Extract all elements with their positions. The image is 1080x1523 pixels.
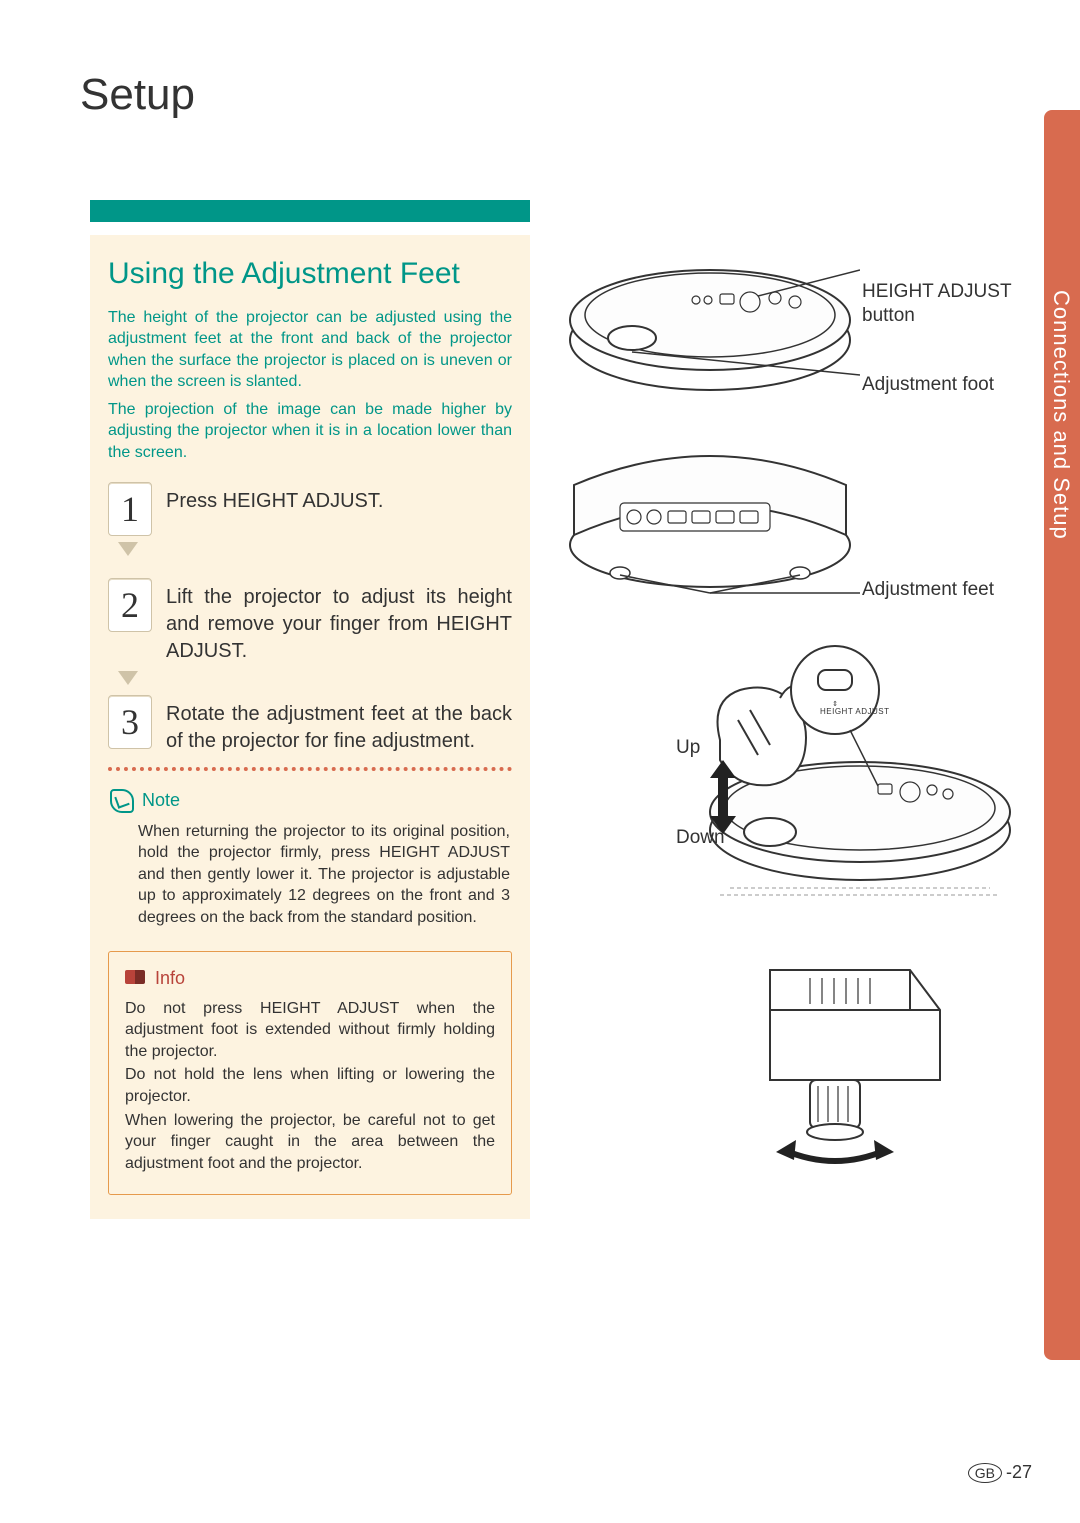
step-text: Lift the projector to adjust its height … [166, 578, 512, 665]
detail-button-label: HEIGHT ADJUST [820, 707, 889, 717]
step-text: Press HEIGHT ADJUST. [166, 482, 383, 515]
step-number: 2 [121, 584, 139, 626]
region-code: GB [968, 1463, 1002, 1483]
page-title: Setup [80, 70, 195, 120]
step-number: 1 [121, 488, 139, 530]
label-up: Up [676, 736, 700, 760]
note-title: Note [142, 790, 180, 811]
info-header: Info [125, 968, 495, 990]
label-height-adjust-button: HEIGHT ADJUST button [862, 280, 1032, 328]
intro-paragraph-2: The projection of the image can be made … [108, 399, 512, 464]
info-paragraph: Do not press HEIGHT ADJUST when the adju… [125, 998, 495, 1063]
intro-paragraph-1: The height of the projector can be adjus… [108, 307, 512, 393]
left-column: Using the Adjustment Feet The height of … [90, 235, 530, 1219]
note-icon [110, 789, 134, 813]
page-number: GB -27 [968, 1462, 1032, 1483]
label-adjustment-feet: Adjustment feet [862, 578, 994, 602]
dotted-separator [108, 767, 512, 771]
side-tab-label: Connections and Setup [1048, 290, 1074, 540]
illustration-foot-rotate [710, 960, 970, 1180]
arrow-down-icon [118, 671, 138, 685]
step-number: 3 [121, 701, 139, 743]
info-paragraph: Do not hold the lens when lifting or low… [125, 1064, 495, 1107]
illustration-projector-front [560, 415, 860, 595]
page-num-value: -27 [1006, 1462, 1032, 1483]
step-number-box: 2 [108, 578, 152, 632]
note-block: Note When returning the projector to its… [108, 785, 512, 933]
info-block: Info Do not press HEIGHT ADJUST when the… [108, 951, 512, 1196]
illustration-hand-lift: ⇕ [620, 640, 1020, 920]
step-text: Rotate the adjustment feet at the back o… [166, 695, 512, 755]
note-body: When returning the projector to its orig… [110, 821, 510, 929]
step-number-box: 3 [108, 695, 152, 749]
info-body: Do not press HEIGHT ADJUST when the adju… [125, 998, 495, 1175]
step-number-box: 1 [108, 482, 152, 536]
info-paragraph: When lowering the projector, be careful … [125, 1110, 495, 1175]
label-adjustment-foot: Adjustment foot [862, 373, 994, 397]
step-3: 3 Rotate the adjustment feet at the back… [108, 695, 512, 755]
illustration-projector-top [560, 220, 860, 400]
note-header: Note [110, 789, 510, 813]
steps-list: 1 Press HEIGHT ADJUST. 2 Lift the projec… [108, 482, 512, 755]
section-divider-bar [90, 200, 530, 222]
section-heading: Using the Adjustment Feet [108, 255, 512, 293]
up-down-arrow-icon [708, 760, 738, 834]
step-1: 1 Press HEIGHT ADJUST. [108, 482, 512, 536]
info-title: Info [155, 968, 185, 989]
step-2: 2 Lift the projector to adjust its heigh… [108, 578, 512, 665]
arrow-down-icon [118, 542, 138, 556]
info-book-icon [125, 968, 147, 990]
